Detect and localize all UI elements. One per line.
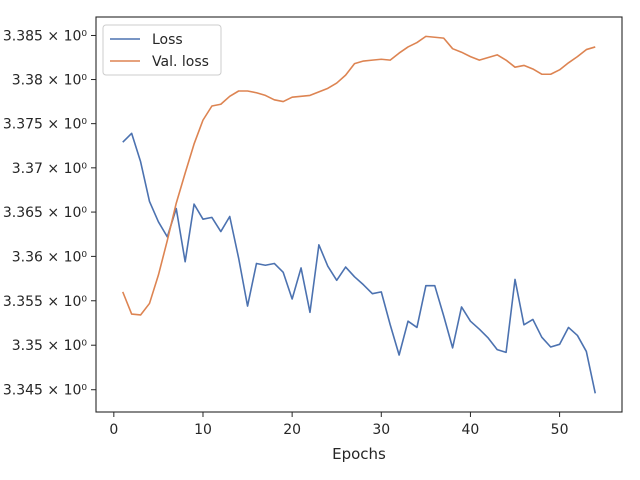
y-tick-label: 3.355 × 10⁰ xyxy=(3,294,88,310)
y-tick-label: 3.38 × 10⁰ xyxy=(12,73,88,89)
y-tick-label: 3.36 × 10⁰ xyxy=(12,249,88,265)
y-tick-label: 3.385 × 10⁰ xyxy=(3,28,88,44)
plot-background xyxy=(96,17,622,412)
y-tick-label: 3.375 × 10⁰ xyxy=(3,117,88,133)
y-axis-ticks: 3.345 × 10⁰ 3.35 × 10⁰ 3.355 × 10⁰ 3.36 × 1… xyxy=(3,28,96,399)
legend-label: Val. loss xyxy=(152,54,209,70)
x-tick-label: 50 xyxy=(551,422,569,438)
legend-box xyxy=(102,24,222,76)
x-tick-label: 40 xyxy=(462,422,480,438)
legend-label: Loss xyxy=(152,32,183,48)
series-line-loss xyxy=(122,132,597,394)
x-tick-label: 30 xyxy=(372,422,390,438)
x-axis-ticks: 0 10 20 30 40 50 xyxy=(109,412,569,438)
x-tick-label: 20 xyxy=(283,422,301,438)
x-tick-label: 0 xyxy=(109,422,118,438)
series-layer xyxy=(122,35,597,394)
y-tick-label: 3.365 × 10⁰ xyxy=(3,205,88,221)
series-line-val-loss xyxy=(122,35,596,316)
legend: Loss Val. loss xyxy=(102,24,222,76)
x-axis-label: Epochs xyxy=(332,445,386,463)
y-tick-label: 3.35 × 10⁰ xyxy=(12,338,88,354)
plot-frame xyxy=(95,16,623,413)
y-tick-label: 3.345 × 10⁰ xyxy=(3,383,88,399)
y-tick-label: 3.37 × 10⁰ xyxy=(12,161,88,177)
x-tick-label: 10 xyxy=(194,422,212,438)
